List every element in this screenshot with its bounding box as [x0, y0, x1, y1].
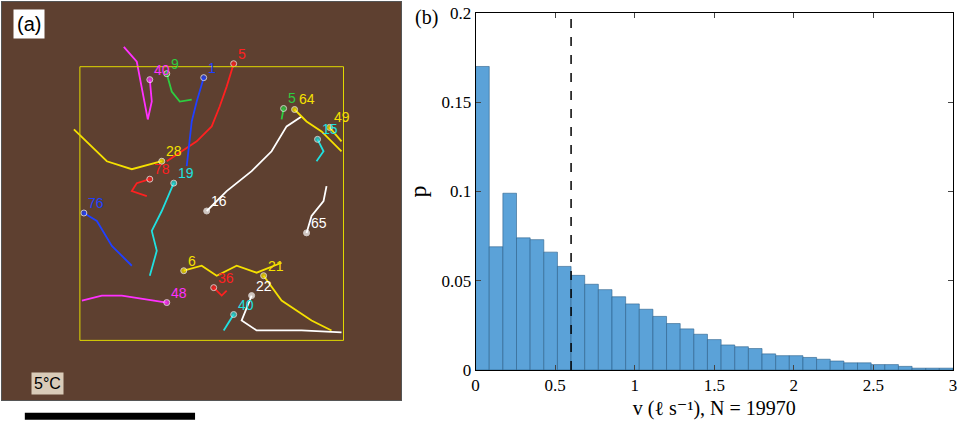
svg-text:78: 78: [154, 161, 170, 177]
svg-text:v (ℓ s⁻¹), N = 19970: v (ℓ s⁻¹), N = 19970: [633, 397, 796, 420]
svg-text:65: 65: [311, 215, 327, 231]
svg-text:(a): (a): [17, 13, 41, 35]
svg-text:1: 1: [208, 60, 216, 76]
svg-text:(b): (b): [415, 6, 438, 29]
svg-text:5°C: 5°C: [34, 375, 61, 392]
svg-text:76: 76: [88, 195, 104, 211]
svg-text:1: 1: [630, 376, 639, 395]
svg-text:48: 48: [171, 285, 187, 301]
svg-text:21: 21: [268, 258, 284, 274]
svg-text:49: 49: [334, 109, 350, 125]
svg-text:5: 5: [238, 46, 246, 62]
svg-text:36: 36: [218, 270, 234, 286]
svg-text:64: 64: [299, 91, 315, 107]
svg-text:p: p: [405, 185, 431, 197]
svg-text:9: 9: [171, 56, 179, 72]
svg-text:1.5: 1.5: [704, 376, 725, 395]
svg-text:15: 15: [322, 121, 338, 137]
svg-text:2: 2: [790, 376, 799, 395]
svg-text:40: 40: [238, 297, 254, 313]
svg-text:22: 22: [256, 278, 272, 294]
svg-text:28: 28: [166, 143, 182, 159]
svg-text:3: 3: [949, 376, 958, 395]
svg-text:16: 16: [211, 193, 227, 209]
svg-text:40: 40: [154, 62, 170, 78]
svg-text:0.15: 0.15: [441, 93, 471, 112]
svg-text:0: 0: [463, 361, 472, 380]
svg-text:0.2: 0.2: [450, 4, 471, 23]
svg-text:5: 5: [288, 90, 296, 106]
svg-text:0.05: 0.05: [441, 272, 471, 291]
svg-text:0: 0: [471, 376, 480, 395]
svg-text:0.1: 0.1: [450, 182, 471, 201]
svg-text:6: 6: [188, 253, 196, 269]
svg-text:0.5: 0.5: [545, 376, 566, 395]
svg-text:2.5: 2.5: [863, 376, 884, 395]
svg-text:19: 19: [178, 165, 194, 181]
